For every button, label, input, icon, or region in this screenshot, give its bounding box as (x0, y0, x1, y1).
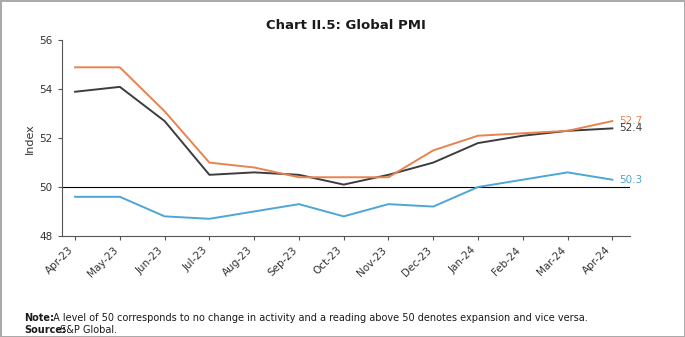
Text: Note:: Note: (24, 313, 54, 324)
Text: 50.3: 50.3 (619, 175, 642, 185)
Y-axis label: Index: Index (25, 123, 35, 154)
Text: S&P Global.: S&P Global. (57, 325, 117, 335)
Title: Chart II.5: Global PMI: Chart II.5: Global PMI (266, 19, 426, 32)
Text: 52.7: 52.7 (619, 116, 643, 126)
Text: A level of 50 corresponds to no change in activity and a reading above 50 denote: A level of 50 corresponds to no change i… (50, 313, 588, 324)
Text: Source:: Source: (24, 325, 66, 335)
Text: 52.4: 52.4 (619, 123, 643, 133)
